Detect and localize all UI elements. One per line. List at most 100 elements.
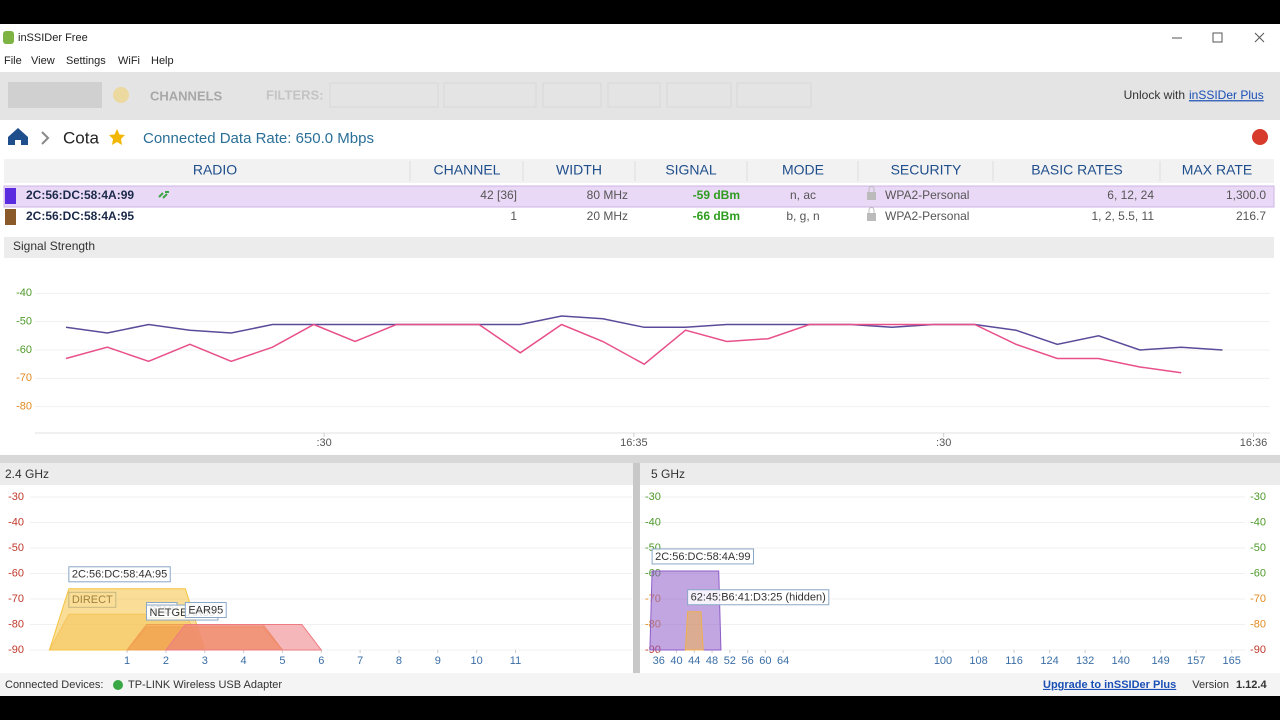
cell: 42 [36] bbox=[480, 188, 517, 202]
channel-label: 100 bbox=[934, 655, 952, 667]
x-tick-label: 16:36 bbox=[1240, 437, 1268, 449]
network-name: Cota bbox=[63, 128, 99, 147]
cell: -59 dBm bbox=[693, 188, 740, 202]
network-shape[interactable] bbox=[649, 570, 722, 651]
chevron bbox=[41, 131, 50, 145]
y-tick-label: -30 bbox=[645, 491, 661, 503]
network-label[interactable]: 62:45:B6:41:D3:25 (hidden) bbox=[691, 592, 826, 604]
y-tick-label: -60 bbox=[16, 344, 32, 356]
y-tick-label: -80 bbox=[16, 401, 32, 413]
channel-label: 3 bbox=[202, 655, 208, 667]
column-header[interactable]: BASIC RATES bbox=[1031, 162, 1123, 178]
column-header[interactable]: CHANNEL bbox=[434, 162, 501, 178]
network-label[interactable]: EAR95 bbox=[188, 604, 223, 616]
channel-label: 108 bbox=[969, 655, 987, 667]
column-header[interactable]: MAX RATE bbox=[1182, 162, 1253, 178]
band5-title: 5 GHz bbox=[651, 467, 685, 481]
channel-label: 9 bbox=[435, 655, 441, 667]
cell: -66 dBm bbox=[693, 209, 740, 223]
toolbar bbox=[0, 72, 1280, 120]
y-tick-label: -70 bbox=[8, 593, 24, 605]
y-tick-label: -40 bbox=[16, 287, 32, 299]
x-tick-label: 16:35 bbox=[620, 437, 648, 449]
y-tick-label: -90 bbox=[8, 644, 24, 656]
lock-shackle bbox=[868, 186, 875, 192]
version-label: Version bbox=[1192, 679, 1229, 691]
y-tick-label: -80 bbox=[8, 618, 24, 630]
channel-label: 8 bbox=[396, 655, 402, 667]
menu-item[interactable]: File bbox=[4, 55, 22, 67]
network-label-box bbox=[687, 589, 830, 606]
column-header[interactable]: WIDTH bbox=[556, 162, 602, 178]
column-header[interactable]: RADIO bbox=[193, 162, 237, 178]
network-shape[interactable] bbox=[164, 624, 323, 651]
menu-item[interactable]: Help bbox=[151, 55, 174, 67]
y-tick-label: -60 bbox=[8, 567, 24, 579]
channel-label: 36 bbox=[653, 655, 665, 667]
x-tick-label: :30 bbox=[316, 437, 331, 449]
channel-label: 132 bbox=[1076, 655, 1094, 667]
channel-label: 52 bbox=[724, 655, 736, 667]
lock-icon bbox=[867, 192, 876, 200]
status-bar bbox=[0, 673, 1280, 696]
channel-label: 56 bbox=[741, 655, 753, 667]
filter-boxes bbox=[329, 82, 812, 108]
close-button[interactable] bbox=[1254, 32, 1265, 43]
selected-row[interactable] bbox=[3, 185, 1275, 208]
cell: 1,300.0 bbox=[1226, 188, 1266, 202]
channel-label: 11 bbox=[510, 655, 521, 667]
network-label-box bbox=[651, 548, 754, 565]
unlock-link[interactable]: inSSIDer Plus bbox=[1189, 88, 1264, 102]
y-tick-label: -40 bbox=[8, 516, 24, 528]
column-header[interactable]: SIGNAL bbox=[665, 162, 717, 178]
channel-label: 40 bbox=[670, 655, 682, 667]
signal-line bbox=[65, 315, 1223, 351]
cell: 216.7 bbox=[1236, 209, 1266, 223]
signal-header bbox=[4, 237, 1274, 258]
signal-line bbox=[65, 323, 1182, 374]
channels-tab[interactable]: CHANNELS bbox=[150, 88, 223, 103]
y-tick-label: -30 bbox=[8, 491, 24, 503]
column-header[interactable]: MODE bbox=[782, 162, 824, 178]
network-shape[interactable] bbox=[684, 611, 704, 651]
menu-item[interactable]: WiFi bbox=[118, 55, 140, 67]
maximize-button[interactable] bbox=[1212, 32, 1223, 43]
channel-label: 140 bbox=[1111, 655, 1129, 667]
app-icon bbox=[3, 31, 14, 44]
band-splitter[interactable] bbox=[633, 463, 640, 673]
cell: 2C:56:DC:58:4A:95 bbox=[26, 209, 134, 223]
channel-label: 44 bbox=[688, 655, 700, 667]
channel-label: 165 bbox=[1222, 655, 1240, 667]
channel-label: 116 bbox=[1005, 655, 1023, 667]
y-tick-label: -70 bbox=[16, 372, 32, 384]
window-title: inSSIDer Free bbox=[18, 32, 88, 44]
lock-icon bbox=[867, 213, 876, 221]
filters-label: FILTERS: bbox=[266, 87, 324, 102]
info-icon[interactable] bbox=[1252, 129, 1268, 145]
cell: 20 MHz bbox=[587, 209, 628, 223]
table-header bbox=[4, 159, 1274, 183]
menu-item[interactable]: Settings bbox=[66, 55, 106, 67]
blurred-icon bbox=[113, 87, 129, 103]
network-label[interactable]: 2C:56:DC:58:4A:95 bbox=[72, 569, 167, 581]
column-header[interactable]: SECURITY bbox=[891, 162, 962, 178]
cell: n, ac bbox=[790, 188, 816, 202]
band24-title: 2.4 GHz bbox=[5, 467, 49, 481]
y-tick-label: -50 bbox=[8, 542, 24, 554]
row-color bbox=[5, 188, 16, 204]
network-label[interactable]: 2C:56:DC:58:4A:99 bbox=[655, 551, 750, 563]
cell: 2C:56:DC:58:4A:99 bbox=[26, 188, 134, 202]
menu-item[interactable]: View bbox=[31, 55, 55, 67]
link-icon bbox=[158, 191, 169, 199]
channel-label: 1 bbox=[124, 655, 130, 667]
home-icon[interactable] bbox=[8, 128, 28, 145]
channel-label: 149 bbox=[1151, 655, 1169, 667]
channel-label: 4 bbox=[241, 655, 247, 667]
blurred-tab[interactable] bbox=[8, 82, 102, 108]
favorite-star[interactable] bbox=[109, 129, 125, 145]
row-color bbox=[5, 209, 16, 225]
y-tick-label: -40 bbox=[1250, 516, 1266, 528]
channel-label: 2 bbox=[163, 655, 169, 667]
splitter[interactable] bbox=[0, 455, 1280, 463]
upgrade-link[interactable]: Upgrade to inSSIDer Plus bbox=[1043, 679, 1176, 691]
